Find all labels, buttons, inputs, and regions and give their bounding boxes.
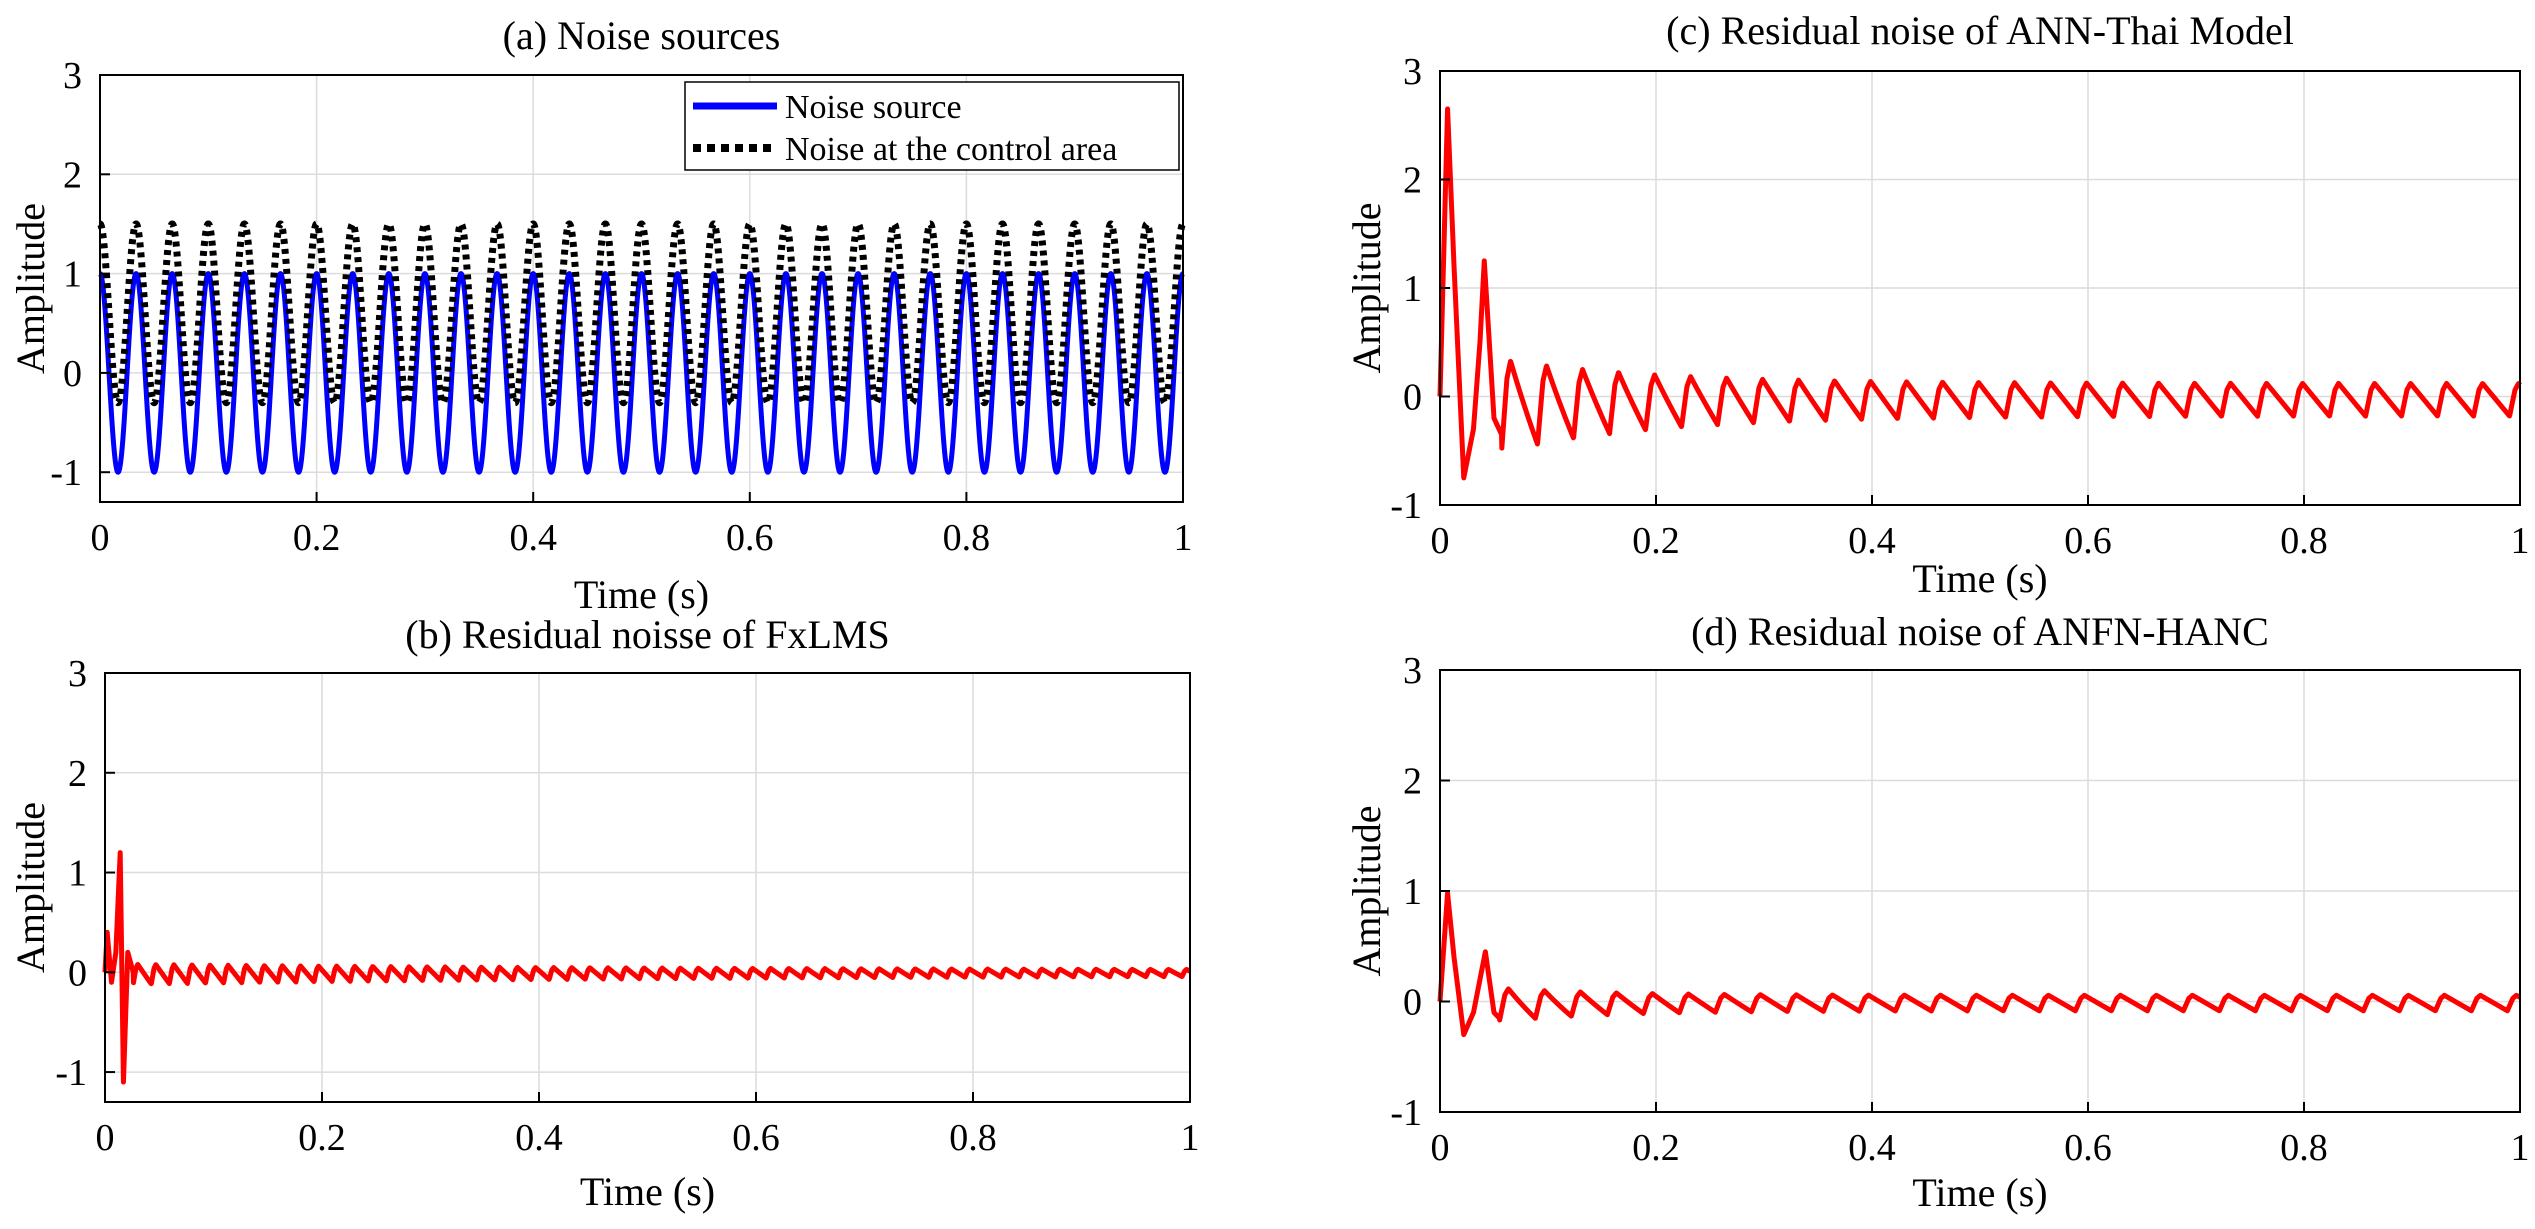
x-tick-label: 0.8: [949, 1117, 997, 1159]
x-tick-label: 0.8: [2280, 520, 2328, 562]
x-axis-label: Time (s): [580, 1169, 715, 1214]
y-tick-label: 3: [63, 55, 82, 97]
x-tick-label: 1: [2511, 1127, 2530, 1169]
legend-label: Noise source: [785, 89, 962, 126]
x-tick-label: 0.2: [1632, 520, 1680, 562]
axes-frame: [104, 672, 1191, 1103]
y-tick-label: 1: [68, 853, 87, 895]
y-tick-label: 0: [68, 952, 87, 994]
x-tick-label: 0.2: [298, 1117, 346, 1159]
x-tick-label: 0.4: [1848, 1127, 1896, 1169]
y-tick-label: 3: [1403, 51, 1422, 93]
series-line-1: [97, 271, 1186, 475]
x-axis-label: Time (s): [1912, 556, 2047, 601]
y-tick-label: 1: [1403, 871, 1422, 913]
plot-area: [105, 673, 1190, 1102]
y-tick-label: 0: [63, 353, 82, 395]
y-tick-label: -1: [1390, 485, 1422, 527]
chart-title: (b) Residual noisse of FxLMS: [405, 612, 889, 657]
y-tick-label: 2: [1403, 160, 1422, 202]
y-axis-label: Amplitude: [1344, 202, 1389, 373]
x-tick-label: 0.8: [2280, 1127, 2328, 1169]
x-tick-label: 0.4: [515, 1117, 563, 1159]
x-tick-label: 0.2: [293, 517, 341, 559]
x-tick-label: 0: [91, 517, 110, 559]
x-tick-label: 0: [1431, 1127, 1450, 1169]
y-tick-label: 0: [1403, 377, 1422, 419]
y-tick-label: 1: [63, 254, 82, 296]
legend-box: [684, 81, 1180, 171]
series-line-1: [1437, 106, 2523, 481]
x-tick-label: 1: [1181, 1117, 1200, 1159]
x-tick-label: 0.6: [726, 517, 774, 559]
x-tick-label: 0.6: [732, 1117, 780, 1159]
y-tick-label: -1: [55, 1052, 87, 1094]
x-tick-label: 0.2: [1632, 1127, 1680, 1169]
y-tick-label: 2: [63, 154, 82, 196]
x-tick-label: 0.4: [1848, 520, 1896, 562]
x-tick-label: 0.4: [509, 517, 557, 559]
y-axis-label: Amplitude: [8, 203, 53, 374]
x-tick-label: 1: [1174, 517, 1193, 559]
y-tick-label: 2: [68, 753, 87, 795]
chart-title: (a) Noise sources: [503, 13, 781, 58]
x-axis-label: Time (s): [574, 572, 709, 617]
series-line-1: [1437, 890, 2523, 1038]
x-tick-label: 0: [96, 1117, 115, 1159]
chart-title: (d) Residual noise of ANFN-HANC: [1691, 609, 2269, 654]
y-tick-label: -1: [1390, 1092, 1422, 1134]
y-tick-label: 3: [1403, 650, 1422, 692]
x-tick-label: 0: [1431, 520, 1450, 562]
legend-label: Noise at the control area: [785, 131, 1117, 168]
x-tick-label: 0.6: [2064, 1127, 2112, 1169]
y-tick-label: 2: [1403, 761, 1422, 803]
y-tick-label: 0: [1403, 982, 1422, 1024]
y-tick-label: 1: [1403, 268, 1422, 310]
series-line-1: [102, 850, 1193, 1085]
x-tick-label: 1: [2511, 520, 2530, 562]
axes-frame: [99, 74, 1184, 503]
x-tick-label: 0.6: [2064, 520, 2112, 562]
series-line-2: [96, 220, 1187, 407]
y-tick-label: -1: [50, 452, 82, 494]
y-axis-label: Amplitude: [8, 802, 53, 973]
x-tick-label: 0.8: [943, 517, 991, 559]
chart-title: (c) Residual noise of ANN-Thai Model: [1666, 8, 2294, 53]
y-axis-label: Amplitude: [1344, 805, 1389, 976]
x-axis-label: Time (s): [1912, 1170, 2047, 1215]
y-tick-label: 3: [68, 653, 87, 695]
